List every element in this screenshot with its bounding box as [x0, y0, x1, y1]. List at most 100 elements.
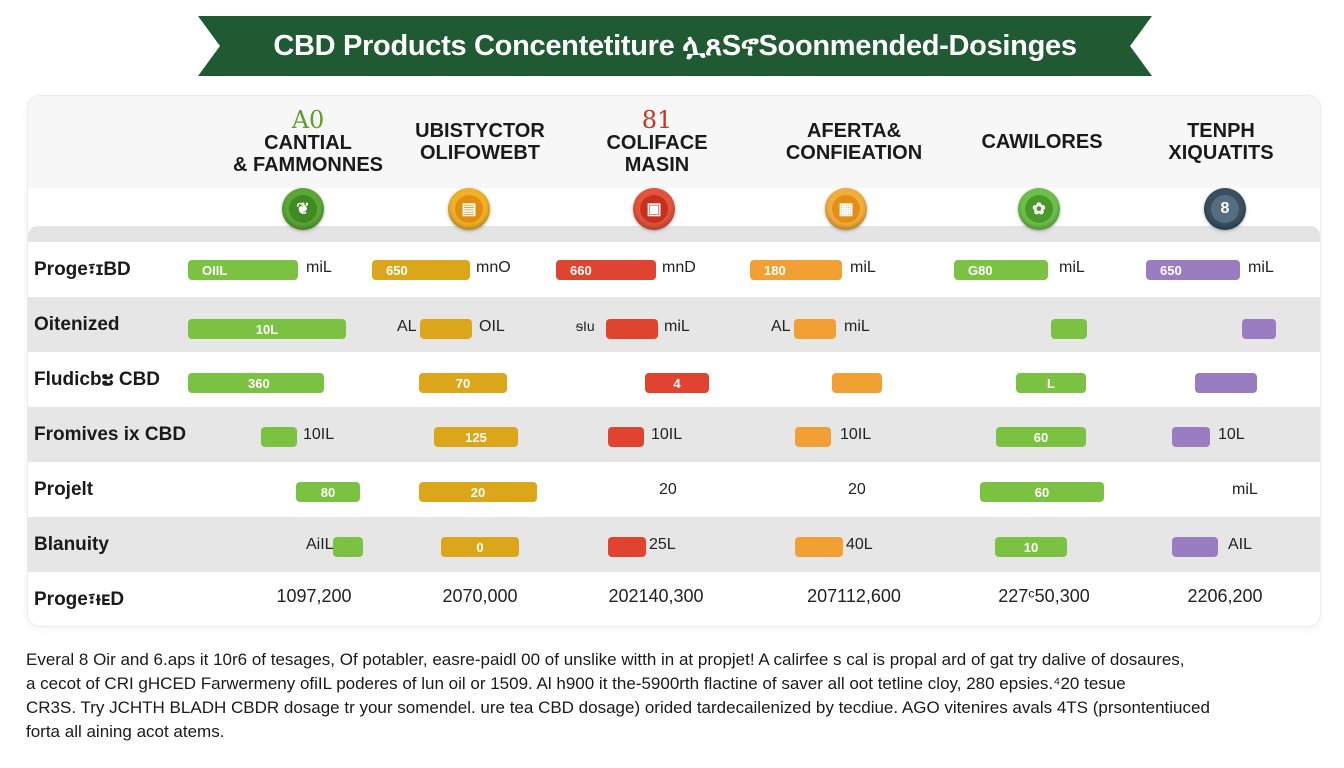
row-label: Fludicbະ CBD — [34, 369, 161, 390]
dose-value: 20 — [659, 481, 677, 498]
row-label: Fromives ix CBD — [34, 423, 187, 445]
table-row: Fludicbະ CBD 360 70 4 L — [28, 352, 1320, 407]
column-subtitle: OLIFOWEBT — [420, 142, 540, 164]
footer-line: a cecot of CRI gHCED Farwermeny ofiIL po… — [26, 674, 1126, 693]
dose-bar: 60 — [996, 427, 1086, 447]
capsule-icon: 8 — [1204, 188, 1246, 230]
jar-icon: ▤ — [448, 188, 490, 230]
table-row: Projelt 80 20 20 20 60 miL — [28, 462, 1320, 517]
total-value: 1097,200 — [276, 586, 352, 606]
herb-icon: ✿ — [1018, 188, 1060, 230]
dose-unit: AIL — [1228, 536, 1253, 553]
row-label: Blanuity — [34, 533, 109, 555]
title-banner: CBD Products Concentetiture ሏጸSኖSoonmend… — [198, 16, 1152, 76]
dose-bar — [1242, 319, 1276, 339]
header-band — [28, 96, 1320, 188]
dose-prefix: AL — [771, 318, 791, 335]
total-value: 207112,600 — [807, 586, 901, 606]
row-label: Proge፣ᵻᴇD — [34, 588, 125, 610]
column-number: 81 — [641, 106, 673, 134]
table-row: Proge፣ɪBD OIIL miL 650 mnO 660 mnD 180 m… — [28, 242, 1320, 297]
column-title: UBISTYCTOR — [415, 120, 545, 142]
dose-unit: miL — [844, 318, 870, 335]
dose-prefix: AL — [397, 318, 417, 335]
dose-bar — [1051, 319, 1087, 339]
dose-unit: mnD — [662, 259, 696, 276]
dose-unit: miL — [850, 259, 876, 276]
column-subtitle: MASIN — [624, 154, 690, 176]
dose-unit: miL — [1059, 259, 1085, 276]
dose-bar — [606, 319, 658, 339]
total-value: 2070,000 — [442, 586, 518, 606]
dose-bar: 125 — [434, 427, 518, 447]
dose-bar — [1172, 537, 1218, 557]
dose-bar: 660 — [556, 260, 656, 280]
box-icon: ▦ — [825, 188, 867, 230]
column-subtitle: CONFIEATION — [785, 142, 923, 164]
dose-unit: mnO — [476, 259, 511, 276]
column-header-6: TENPH XIQUATITS — [1131, 96, 1311, 188]
dose-bar: OIIL — [188, 260, 298, 280]
dose-bar — [608, 427, 644, 447]
table-row: Oitenized 10L AL OIL ᵴIu miL AL miL — [28, 297, 1320, 352]
dose-bar: 10 — [995, 537, 1067, 557]
dose-unit: miL — [1248, 259, 1274, 276]
dose-bar — [333, 537, 363, 557]
dose-unit: 10IL — [303, 426, 335, 443]
total-value: 227ᶜ50,300 — [998, 586, 1090, 606]
leaf-icon: ❦ — [282, 188, 324, 230]
dose-bar: 650 — [1146, 260, 1240, 280]
dose-prefix: ᵴIu — [576, 318, 595, 334]
table-row: Fromives ix CBD 10IL 125 10IL 10IL 60 10… — [28, 407, 1320, 462]
column-header-2: UBISTYCTOR OLIFOWEBT — [390, 96, 570, 188]
column-header-4: AFERTA& CONFIEATION — [764, 96, 944, 188]
bottle-icon: ▣ — [633, 188, 675, 230]
column-title: COLIFACE — [606, 132, 708, 154]
column-title: TENPH — [1187, 120, 1255, 142]
dose-bar: 70 — [419, 373, 507, 393]
footer-notes: Everal 8 Oir and 6.aps it 10r6 of tesage… — [26, 648, 1326, 744]
dose-bar — [795, 537, 843, 557]
dose-bar — [1195, 373, 1257, 393]
column-header-5: CAWILORES — [952, 96, 1132, 188]
footer-line: CR3S. Try JCHTH BLADH CBDR dosage tr you… — [26, 698, 1210, 717]
dose-value: 20 — [848, 481, 866, 498]
column-title: AFERTA& — [806, 120, 902, 142]
footer-line: Everal 8 Oir and 6.aps it 10r6 of tesage… — [26, 650, 1185, 669]
dose-bar: 80 — [296, 482, 360, 502]
dose-unit: miL — [1232, 481, 1258, 498]
dose-unit: miL — [306, 259, 332, 276]
column-subtitle: & FAMMONNES — [233, 154, 383, 176]
dose-bar: 10L — [188, 319, 346, 339]
dose-bar — [420, 319, 472, 339]
dose-unit: 10IL — [840, 426, 872, 443]
dose-bar: 4 — [645, 373, 709, 393]
page-title: CBD Products Concentetiture ሏጸSኖSoonmend… — [273, 29, 1077, 62]
row-label: Proge፣ɪBD — [34, 258, 131, 280]
dose-bar: 650 — [372, 260, 470, 280]
dose-unit: 10L — [1218, 426, 1245, 443]
dose-bar: 180 — [750, 260, 842, 280]
dose-bar — [608, 537, 646, 557]
column-title: CAWILORES — [981, 131, 1103, 153]
dose-unit: 25L — [649, 536, 676, 553]
dose-bar — [261, 427, 297, 447]
dose-bar: L — [1016, 373, 1086, 393]
column-subtitle: XIQUATITS — [1168, 142, 1274, 164]
dose-bar: 60 — [980, 482, 1104, 502]
column-header-3: 81 COLIFACE MASIN — [567, 96, 747, 188]
column-number: A0 — [291, 106, 325, 134]
dose-prefix: AiIL — [306, 536, 334, 553]
dose-bar: 20 — [419, 482, 537, 502]
total-value: 202140,300 — [608, 586, 704, 606]
dose-bar: G80 — [954, 260, 1048, 280]
dose-bar: 0 — [441, 537, 519, 557]
row-label: Oitenized — [34, 313, 120, 335]
column-header-1: A0 CANTIAL & FAMMONNES — [218, 96, 398, 188]
dose-bar — [832, 373, 882, 393]
dose-unit: miL — [664, 318, 690, 335]
row-label: Projelt — [34, 478, 94, 500]
header-divider — [28, 226, 1320, 242]
total-value: 2206,200 — [1187, 586, 1263, 606]
table-row: Proge፣ᵻᴇD 1097,200 2070,000 202140,300 2… — [28, 572, 1320, 627]
